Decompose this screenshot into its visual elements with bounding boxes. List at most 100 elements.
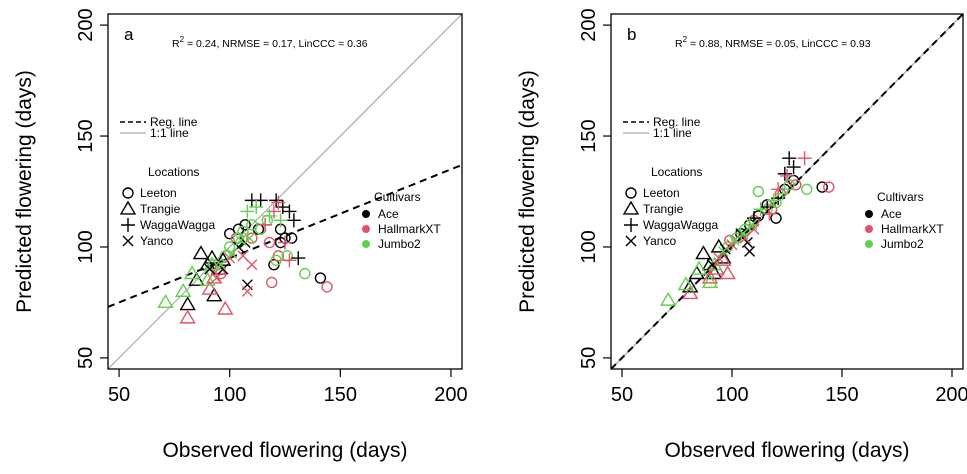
data-point — [746, 219, 758, 231]
data-point — [681, 285, 699, 300]
y-tick-label: 200 — [578, 8, 600, 41]
data-point — [262, 208, 277, 223]
data-point — [777, 166, 792, 181]
data-point — [278, 235, 292, 250]
data-point — [766, 193, 781, 208]
cultivar-color-dot — [865, 240, 873, 248]
data-point — [244, 232, 256, 244]
cultivar-legend-label: HallmarkXT — [881, 222, 944, 236]
cultivar-color-dot — [865, 210, 873, 218]
location-legend-label: Trangie — [140, 202, 181, 216]
data-point — [728, 234, 740, 246]
legend-cross-marker — [122, 235, 134, 247]
cultivar-legend-label: Jumbo2 — [881, 237, 924, 251]
data-point — [266, 276, 278, 289]
x-tick-label: 50 — [611, 384, 633, 406]
data-point — [237, 250, 249, 262]
y-tick-label: 100 — [75, 230, 97, 263]
data-point — [203, 256, 221, 271]
cultivars-legend-title: Cultivars — [374, 190, 421, 204]
panel-letter: b — [627, 25, 636, 44]
cultivar-legend-label: Ace — [378, 207, 399, 221]
data-point — [752, 185, 765, 198]
stats-values: = 0.88, NRMSE = 0.05, LinCCC = 0.93 — [687, 38, 871, 50]
data-point — [762, 206, 777, 221]
stats-values: = 0.24, NRMSE = 0.17, LinCCC = 0.36 — [184, 38, 368, 50]
data-point — [291, 251, 306, 266]
location-legend-label: Yanco — [140, 234, 173, 248]
data-point — [801, 183, 813, 195]
data-point — [192, 245, 210, 260]
legend-triangle-marker — [119, 200, 137, 215]
data-point — [179, 309, 196, 324]
data-point — [157, 294, 174, 309]
data-point — [717, 245, 729, 257]
data-point — [199, 271, 216, 286]
y-tick-label: 200 — [75, 8, 97, 41]
data-point — [205, 287, 223, 302]
y-axis-title: Predicted flowering (days) — [13, 70, 36, 313]
y-tick-label: 100 — [578, 230, 600, 263]
legend-line-label: 1:1 line — [653, 126, 692, 140]
data-point — [321, 281, 333, 293]
data-point — [201, 280, 218, 295]
data-point — [217, 300, 234, 315]
plot-frame — [107, 13, 463, 370]
panel-b: 50 100 150 200 50 100 150 200 Observed flowering… — [516, 8, 967, 462]
x-tick-label: 150 — [825, 384, 858, 406]
x-tick-label: 200 — [935, 384, 967, 406]
data-point — [285, 232, 298, 244]
legend-triangle-marker — [622, 200, 640, 215]
location-legend-label: WaggaWagga — [140, 218, 215, 232]
data-point — [263, 236, 276, 249]
cultivar-legend-label: Jumbo2 — [378, 237, 421, 251]
data-point — [204, 263, 216, 275]
regression-line — [108, 163, 462, 308]
locations-legend-title: Locations — [148, 165, 199, 179]
data-point — [677, 276, 695, 291]
data-point — [261, 214, 273, 227]
data-point — [183, 265, 201, 280]
data-point — [214, 251, 232, 266]
legend-line-label: Reg. line — [653, 115, 701, 129]
legend-plus-marker — [121, 218, 135, 232]
data-point — [701, 274, 719, 289]
data-point — [273, 213, 288, 228]
data-point — [241, 285, 253, 297]
data-point — [782, 151, 797, 166]
data-point — [719, 265, 736, 280]
fit-statistics: R2 = 0.24, NRMSE = 0.17, LinCCC = 0.36 — [172, 35, 368, 50]
location-legend-label: WaggaWagga — [643, 218, 718, 232]
fit-statistics: R2 = 0.88, NRMSE = 0.05, LinCCC = 0.93 — [675, 35, 871, 50]
data-point — [701, 269, 719, 284]
x-axis-title: Observed flowering (days) — [162, 439, 407, 462]
y-tick-label: 150 — [75, 119, 97, 152]
data-point — [210, 272, 222, 284]
y-tick-label: 50 — [578, 347, 600, 369]
data-point — [282, 253, 297, 268]
stats-r: R — [172, 38, 180, 50]
data-point — [783, 179, 795, 191]
data-point — [659, 291, 677, 306]
data-point — [690, 260, 708, 275]
x-tick-label: 100 — [715, 384, 748, 406]
locations-legend-title: Locations — [651, 165, 702, 179]
data-point — [695, 245, 712, 260]
data-point — [249, 200, 264, 215]
x-tick-label: 100 — [213, 384, 246, 406]
data-point — [240, 204, 255, 219]
data-point — [282, 204, 297, 219]
stats-superscript: 2 — [683, 35, 688, 44]
data-point — [314, 272, 327, 284]
location-legend-label: Leeton — [643, 186, 680, 200]
data-point — [823, 181, 835, 193]
data-point — [760, 200, 775, 215]
data-point — [780, 168, 794, 183]
data-point — [215, 259, 227, 271]
x-tick-label: 50 — [108, 384, 130, 406]
x-tick-label: 200 — [434, 384, 467, 406]
data-point — [226, 248, 238, 260]
data-point — [775, 186, 790, 201]
